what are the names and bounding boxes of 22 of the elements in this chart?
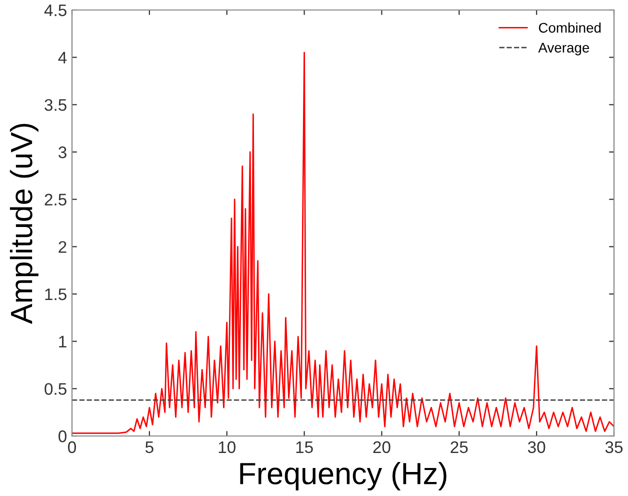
y-axis-title: Amplitude (uV) <box>10 124 38 324</box>
y-tick-label: 3 <box>58 146 66 158</box>
y-tick-label: 1.5 <box>45 288 66 300</box>
x-tick-label: 20 <box>373 441 390 454</box>
y-tick-label: 2 <box>58 241 66 253</box>
x-tick-label: 5 <box>145 441 154 454</box>
x-axis-title: Frequency (Hz) <box>240 462 446 490</box>
x-tick-label: 30 <box>528 441 546 454</box>
y-tick-label: 0 <box>58 430 66 442</box>
x-tick-label: 15 <box>296 441 313 454</box>
y-tick-label: 4.5 <box>44 4 66 16</box>
x-tick-label: 0 <box>68 441 76 454</box>
legend-label: Combined <box>538 22 601 33</box>
x-tick-label: 10 <box>218 441 236 454</box>
y-tick-label: 0.5 <box>44 383 66 395</box>
y-tick-label: 1 <box>59 336 66 348</box>
legend-label: Average <box>538 42 590 56</box>
x-tick-label: 35 <box>605 441 623 454</box>
y-tick-label: 3.5 <box>44 99 66 111</box>
x-tick-label: 25 <box>450 441 468 454</box>
y-tick-label: 2.5 <box>44 194 66 206</box>
y-tick-label: 4 <box>58 52 67 64</box>
